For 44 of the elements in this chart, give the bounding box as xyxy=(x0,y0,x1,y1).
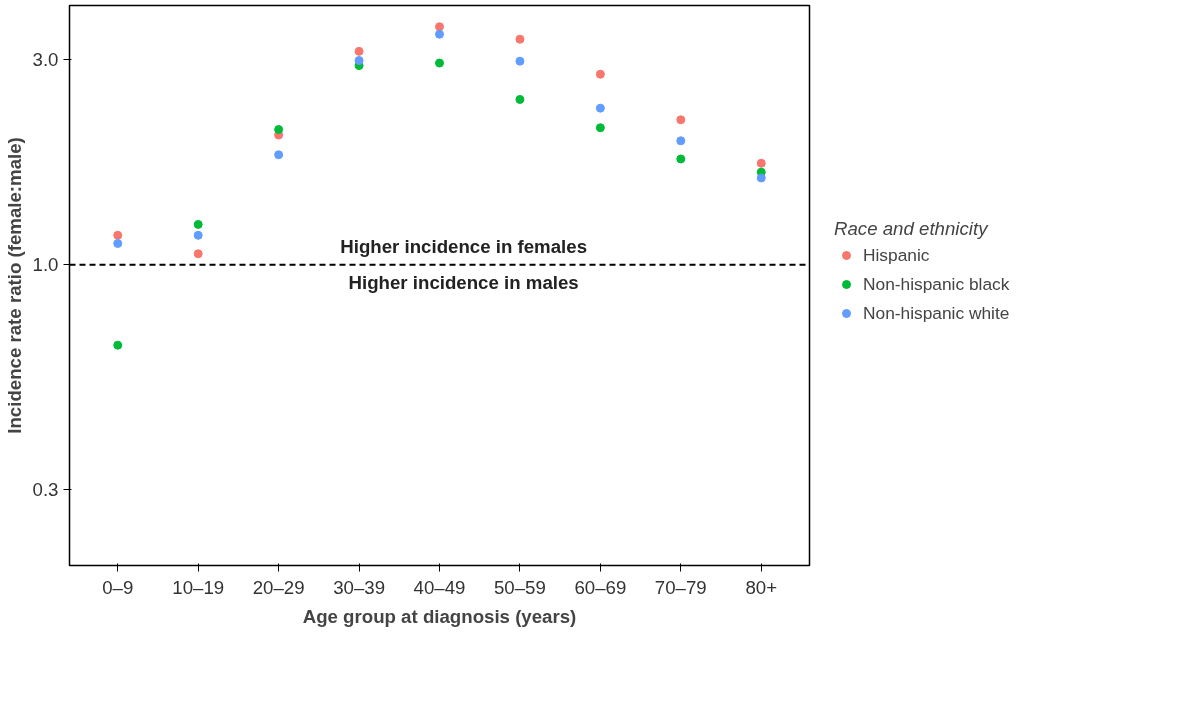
point xyxy=(515,56,525,66)
point xyxy=(193,249,203,259)
x-tick-label: 20–29 xyxy=(252,576,305,598)
point xyxy=(676,154,686,164)
y-tick-label: 3.0 xyxy=(32,48,59,70)
y-tick-label: 1.0 xyxy=(32,254,59,276)
point xyxy=(595,123,605,133)
point xyxy=(515,34,525,44)
point xyxy=(113,230,123,240)
x-tick-label: 60–69 xyxy=(574,576,627,598)
point xyxy=(193,230,203,240)
x-tick-label: 30–39 xyxy=(333,576,386,598)
point xyxy=(676,115,686,125)
point xyxy=(595,69,605,79)
point xyxy=(113,340,123,350)
point xyxy=(354,56,364,66)
annotation: Higher incidence in males xyxy=(348,271,579,293)
x-tick-label: 80+ xyxy=(745,576,778,598)
point xyxy=(113,238,123,248)
point xyxy=(676,136,686,146)
x-tick-label: 40–49 xyxy=(413,576,466,598)
legend-label: Non-hispanic white xyxy=(863,302,1010,324)
y-axis-title: Incidence rate ratio (female:male) xyxy=(3,137,25,434)
point xyxy=(435,58,444,68)
x-axis-title: Age group at diagnosis (years) xyxy=(302,605,577,627)
point xyxy=(193,219,203,229)
y-tick-label: 0.3 xyxy=(32,479,59,501)
point xyxy=(435,22,444,32)
point xyxy=(756,173,766,183)
point xyxy=(435,29,444,39)
x-tick-label: 0–9 xyxy=(102,576,134,598)
legend-title: Race and ethnicity xyxy=(834,217,990,240)
point xyxy=(595,103,605,113)
point xyxy=(274,150,284,160)
point xyxy=(354,46,364,56)
point xyxy=(515,94,525,104)
x-tick-label: 70–79 xyxy=(654,576,707,598)
legend-label: Non-hispanic black xyxy=(863,273,1010,295)
x-tick-label: 50–59 xyxy=(494,576,546,598)
legend-label: Hispanic xyxy=(863,244,930,266)
x-tick-label: 10–19 xyxy=(172,576,225,598)
annotation: Higher incidence in females xyxy=(340,236,588,258)
point xyxy=(274,125,284,135)
point xyxy=(756,158,766,168)
